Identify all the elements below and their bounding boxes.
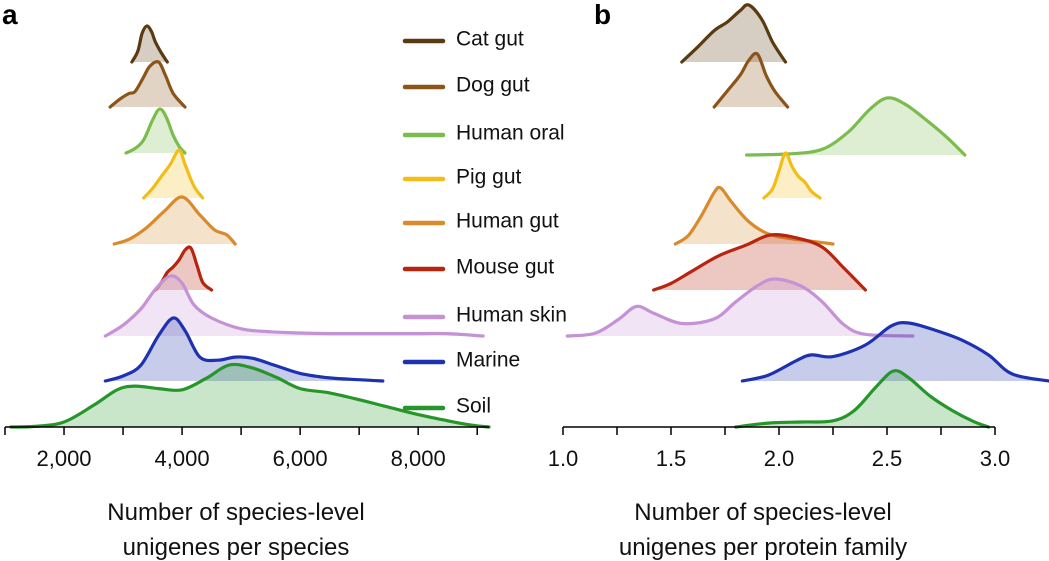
density-line-dog-a	[108, 60, 187, 109]
density-fill-humangut-b	[675, 187, 833, 244]
density-fill-marine-b	[742, 322, 1049, 381]
density-line-skin-b	[565, 277, 915, 338]
x-tick-label-a: 6,000	[273, 446, 328, 471]
x-tick-label-a: 2,000	[36, 446, 91, 471]
legend: Cat gut Dog gut Human oral Pig gut Human gut…	[402, 28, 567, 418]
panel-a-plot: 2,000 4,000 6,000 8,000 Number of species-le…	[4, 24, 491, 561]
legend-label: Human gut	[456, 210, 559, 233]
density-fill-mouse-b	[653, 234, 866, 290]
density-fill-dog-b	[714, 53, 788, 107]
x-tick-label-a: 8,000	[391, 446, 446, 471]
legend-label: Cat gut	[456, 28, 524, 51]
density-fill-skin-a	[105, 275, 484, 336]
density-fill-humangut-a	[114, 196, 236, 244]
density-fill-oral-a	[126, 108, 185, 153]
density-fill-skin-b	[567, 279, 913, 336]
density-fill-soil-a	[10, 364, 490, 427]
density-line-soil-a	[9, 362, 491, 429]
legend-label: Human skin	[456, 304, 567, 327]
density-fill-pig-b	[763, 152, 820, 198]
panel-b-plot: 1.0 1.5 2.0 2.5 3.0 Number of species-level un…	[548, 3, 1049, 561]
density-fill-marine-a	[105, 317, 383, 381]
legend-label: Human oral	[456, 122, 565, 145]
density-fill-mouse-a	[155, 247, 212, 290]
density-line-cat-b	[680, 3, 788, 64]
density-line-oral-a	[124, 107, 187, 155]
density-line-marine-b	[740, 321, 1049, 383]
density-fill-dog-a	[110, 61, 185, 107]
panel-label-a: a	[2, 0, 18, 30]
legend-label: Dog gut	[456, 74, 530, 97]
legend-label: Pig gut	[456, 166, 522, 189]
x-tick-label-b: 1.0	[548, 446, 579, 471]
density-line-skin-a	[103, 274, 485, 338]
x-axis-title-a-line1: Number of species-level	[107, 499, 364, 526]
density-line-soil-b	[734, 369, 991, 429]
x-tick-label-b: 2.0	[764, 446, 795, 471]
density-line-pig-b	[762, 151, 822, 200]
x-axis-title-b-line2: unigenes per protein family	[619, 534, 907, 561]
density-fill-cat-b	[681, 4, 786, 62]
density-fill-cat-a	[131, 25, 168, 62]
x-axis-title-b-line1: Number of species-level	[634, 499, 891, 526]
density-line-mouse-b	[652, 233, 867, 292]
density-line-humangut-a	[112, 195, 237, 246]
density-line-mouse-a	[153, 245, 214, 292]
density-fill-soil-b	[735, 370, 989, 427]
legend-label: Soil	[456, 395, 491, 418]
x-tick-label-b: 3.0	[980, 446, 1011, 471]
x-tick-label-b: 1.5	[656, 446, 687, 471]
panel-label-b: b	[594, 0, 611, 30]
density-line-oral-b	[745, 96, 967, 157]
density-fill-pig-a	[143, 150, 203, 198]
x-tick-label-a: 4,000	[155, 446, 210, 471]
x-axis-title-a-line2: unigenes per species	[123, 534, 350, 561]
legend-label: Mouse gut	[456, 256, 554, 279]
density-line-dog-b	[712, 51, 790, 109]
density-line-pig-a	[142, 148, 205, 200]
density-line-cat-a	[130, 24, 169, 64]
x-tick-label-b: 2.5	[872, 446, 903, 471]
density-line-marine-a	[103, 316, 385, 383]
legend-label: Marine	[456, 349, 520, 372]
